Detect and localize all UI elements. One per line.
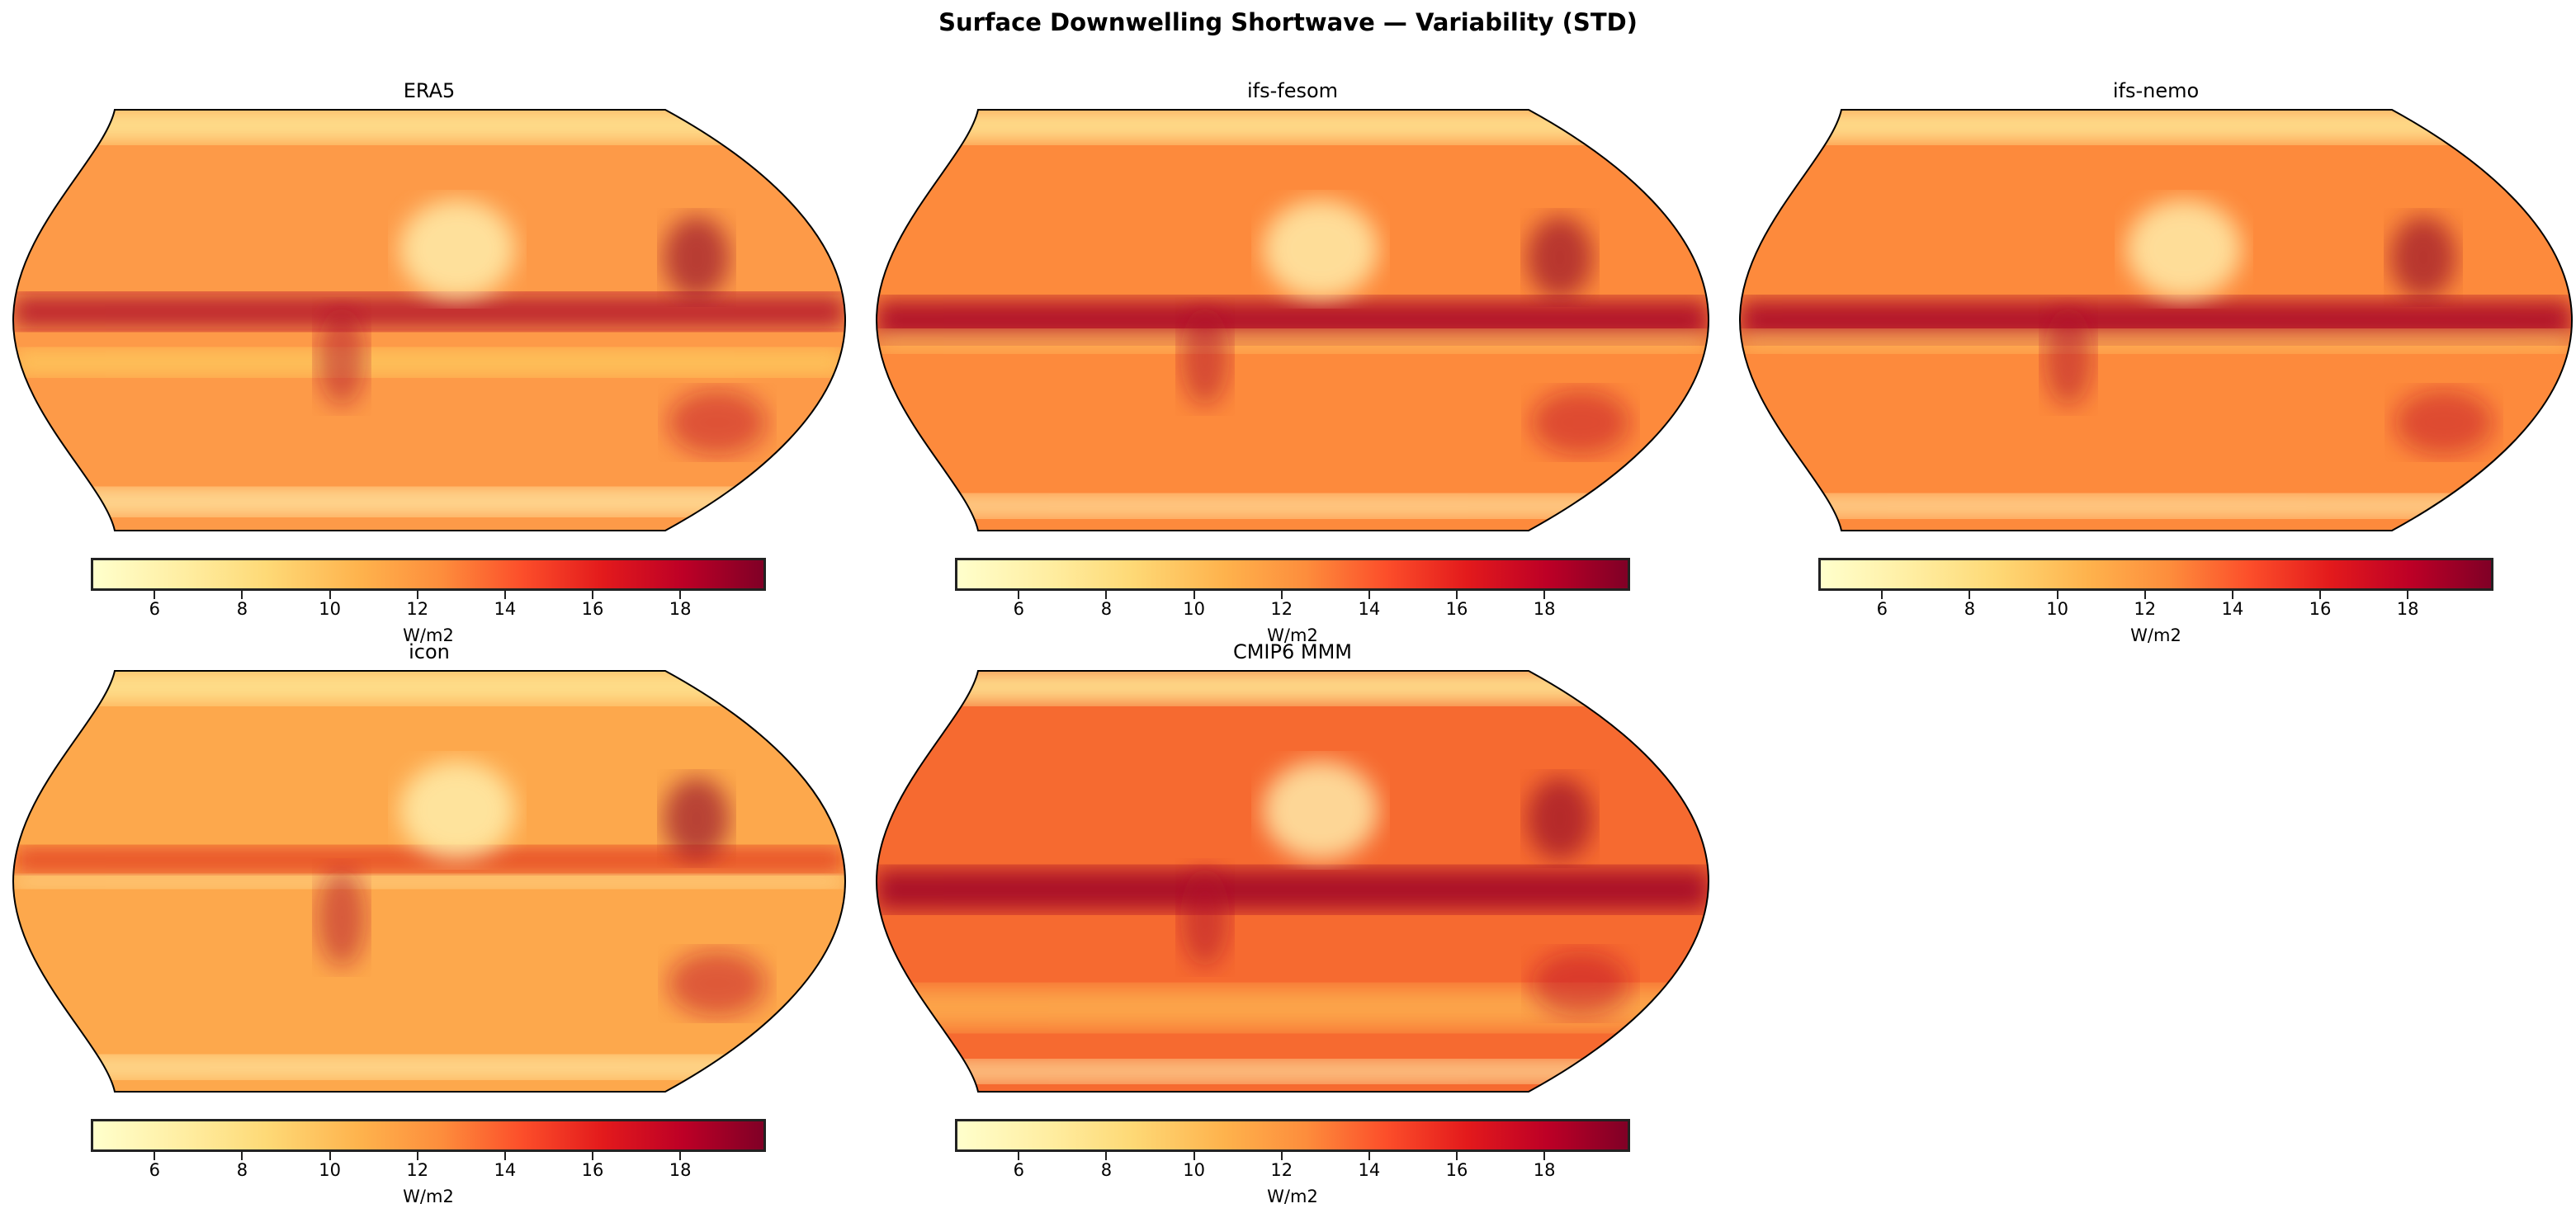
colorbar-tick-label: 10 (319, 599, 341, 619)
colorbar-tick-label: 12 (1270, 1160, 1293, 1180)
colorbar-tick-label: 16 (581, 1160, 604, 1180)
colorbar (91, 1119, 766, 1152)
colorbar (1818, 558, 2493, 591)
colorbar-tick (2319, 591, 2322, 599)
colorbar-tick (503, 591, 506, 599)
colorbar-tick-label: 6 (149, 1160, 160, 1180)
colorbar-label: W/m2 (2130, 625, 2181, 645)
colorbar-tick-label: 10 (2046, 599, 2068, 619)
colorbar-tick (2407, 591, 2409, 599)
colorbar-tick (1969, 591, 1971, 599)
colorbar-tick (1456, 1152, 1458, 1160)
colorbar-tick-label: 16 (1445, 599, 1468, 619)
colorbar-tick (592, 591, 594, 599)
colorbar-tick-label: 12 (1270, 599, 1293, 619)
map-panel (1738, 109, 2574, 531)
colorbar-tick (1280, 1152, 1283, 1160)
figure-title: Surface Downwelling Shortwave — Variabil… (938, 8, 1638, 36)
colorbar-tick-label: 10 (319, 1160, 341, 1180)
colorbar-tick (1193, 1152, 1195, 1160)
colorbar-tick (2056, 591, 2058, 599)
colorbar-tick (416, 591, 418, 599)
colorbar-tick-label: 14 (1358, 599, 1381, 619)
colorbar-tick-label: 6 (149, 599, 160, 619)
colorbar-tick (416, 1152, 418, 1160)
colorbar-tick (1456, 591, 1458, 599)
colorbar (955, 558, 1630, 591)
panel-title: CMIP6 MMM (1232, 640, 1353, 663)
panel-title: ERA5 (403, 79, 456, 102)
colorbar-tick (592, 1152, 594, 1160)
colorbar-tick-label: 10 (1183, 1160, 1205, 1180)
colorbar-tick (1280, 591, 1283, 599)
colorbar-tick-label: 8 (1100, 599, 1113, 619)
colorbar-tick-label: 18 (1533, 1160, 1556, 1180)
colorbar-tick-label: 18 (669, 599, 692, 619)
colorbar-tick-label: 8 (1100, 1160, 1113, 1180)
colorbar-tick (328, 1152, 331, 1160)
colorbar-tick-label: 16 (1445, 1160, 1468, 1180)
colorbar-label: W/m2 (403, 625, 454, 645)
panel-title: icon (409, 640, 450, 663)
map-panel (12, 670, 847, 1093)
colorbar-tick-label: 6 (1013, 599, 1024, 619)
colorbar-label: W/m2 (1267, 1187, 1318, 1206)
colorbar-tick-label: 10 (1183, 599, 1205, 619)
colorbar-tick (1881, 591, 1884, 599)
map-panel (12, 109, 847, 531)
colorbar-tick (154, 1152, 156, 1160)
colorbar-tick-label: 14 (1358, 1160, 1381, 1180)
colorbar-tick-label: 18 (1533, 599, 1556, 619)
colorbar-tick (503, 1152, 506, 1160)
colorbar-tick (154, 591, 156, 599)
colorbar-tick (1105, 1152, 1108, 1160)
colorbar (91, 558, 766, 591)
colorbar-tick-label: 16 (2309, 599, 2332, 619)
colorbar-label: W/m2 (1267, 625, 1318, 645)
colorbar-tick (1018, 591, 1020, 599)
colorbar-tick (241, 591, 243, 599)
colorbar-label: W/m2 (403, 1187, 454, 1206)
colorbar-tick-label: 8 (1964, 599, 1976, 619)
colorbar-tick-label: 18 (669, 1160, 692, 1180)
colorbar-tick (1105, 591, 1108, 599)
colorbar-tick (1543, 1152, 1546, 1160)
colorbar-tick-label: 12 (406, 1160, 429, 1180)
colorbar-tick (241, 1152, 243, 1160)
panel-title: ifs-nemo (2112, 79, 2200, 102)
colorbar-tick-label: 14 (494, 1160, 517, 1180)
colorbar-tick-label: 14 (494, 599, 517, 619)
colorbar-tick (679, 591, 682, 599)
colorbar-tick-label: 8 (236, 1160, 248, 1180)
map-panel (875, 670, 1710, 1093)
panel-title: ifs-fesom (1246, 79, 1339, 102)
colorbar-tick (1193, 591, 1195, 599)
colorbar-tick (679, 1152, 682, 1160)
colorbar-tick-label: 18 (2396, 599, 2419, 619)
colorbar-tick-label: 6 (1013, 1160, 1024, 1180)
colorbar-tick (2231, 591, 2233, 599)
colorbar-tick (1368, 1152, 1370, 1160)
colorbar-tick-label: 14 (2221, 599, 2244, 619)
colorbar-tick-label: 8 (236, 599, 248, 619)
colorbar-tick (2144, 591, 2146, 599)
colorbar (955, 1119, 1630, 1152)
map-panel (875, 109, 1710, 531)
colorbar-tick (1368, 591, 1370, 599)
colorbar-tick-label: 16 (581, 599, 604, 619)
colorbar-tick (1018, 1152, 1020, 1160)
colorbar-tick (1543, 591, 1546, 599)
colorbar-tick-label: 6 (1876, 599, 1888, 619)
colorbar-tick-label: 12 (2134, 599, 2157, 619)
colorbar-tick-label: 12 (406, 599, 429, 619)
colorbar-tick (328, 591, 331, 599)
